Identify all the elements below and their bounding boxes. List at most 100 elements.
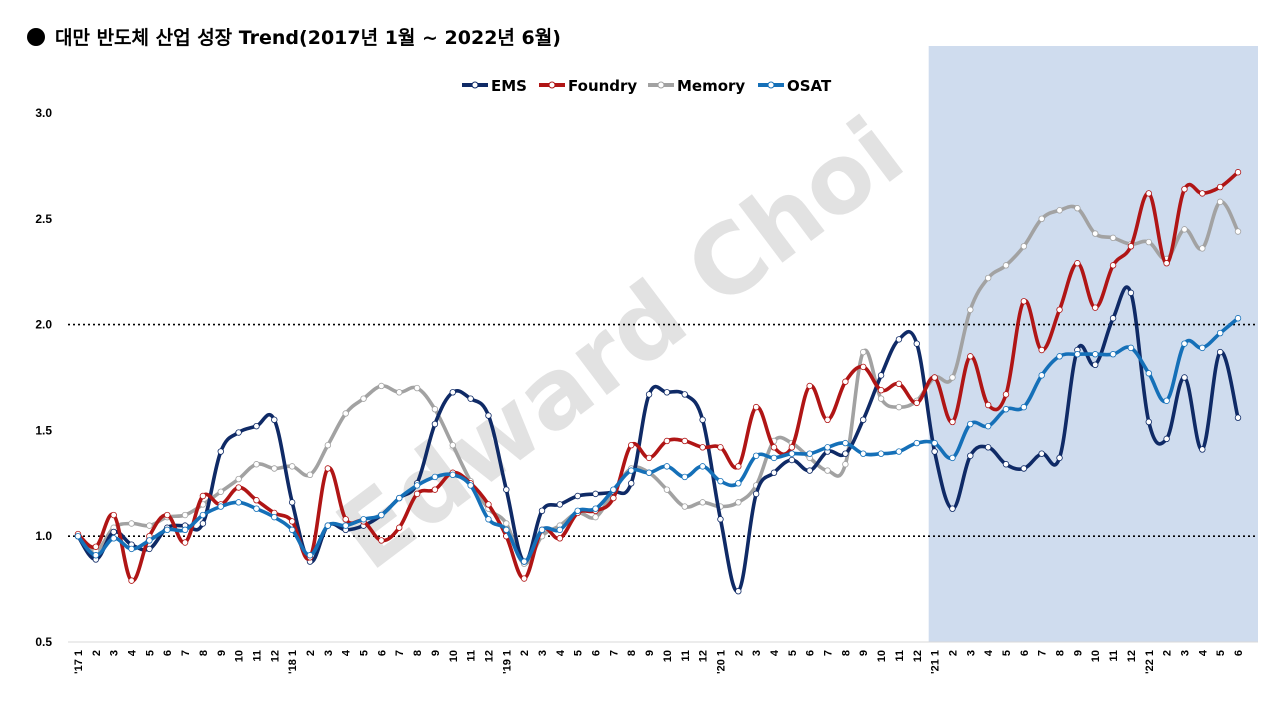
- x-tick-label: 11: [894, 650, 906, 662]
- data-point: [610, 494, 617, 502]
- data-point: [503, 486, 510, 493]
- data-point: [128, 520, 135, 527]
- x-tick-label: 7: [823, 650, 835, 656]
- data-point: [271, 513, 278, 521]
- data-point: [181, 526, 189, 534]
- x-tick-label: 3: [751, 650, 763, 656]
- data-point: [806, 467, 813, 474]
- data-point: [1216, 348, 1224, 356]
- data-point: [1199, 245, 1206, 252]
- data-point: [110, 535, 117, 542]
- x-tick-label: 2: [733, 650, 745, 656]
- series-layer: [74, 169, 1242, 595]
- data-point: [628, 442, 635, 449]
- series-line-ems: [76, 285, 1240, 594]
- data-point: [860, 363, 867, 371]
- x-tick-label: 10: [662, 650, 674, 662]
- data-point: [1234, 228, 1242, 235]
- data-point: [645, 454, 653, 462]
- data-point: [1092, 351, 1099, 358]
- data-point: [1109, 234, 1117, 242]
- data-point: [538, 526, 546, 534]
- data-point: [253, 505, 260, 512]
- axes: 3.02.52.01.51.00.5'17 1 2 3 4 5 6 7 8 9 10 11 12'18…: [35, 106, 1258, 674]
- data-point: [413, 482, 421, 489]
- legend-label-osat: OSAT: [787, 77, 832, 95]
- data-point: [895, 403, 903, 411]
- y-tick-label: 3.0: [35, 106, 52, 120]
- data-point: [431, 473, 439, 481]
- data-point: [1145, 190, 1152, 197]
- x-tick-label: 8: [840, 650, 852, 656]
- data-point: [860, 450, 867, 457]
- x-tick-label: 8: [626, 650, 638, 656]
- data-point: [1199, 190, 1206, 197]
- data-point: [1234, 315, 1242, 322]
- data-point: [467, 395, 474, 402]
- data-point: [967, 420, 974, 428]
- data-point: [1109, 262, 1117, 269]
- data-point: [1216, 198, 1224, 206]
- data-point: [735, 588, 742, 595]
- x-tick-label: 6: [162, 650, 174, 656]
- data-point: [1199, 344, 1206, 352]
- x-tick-label: 5: [144, 650, 156, 656]
- data-point: [556, 535, 564, 542]
- x-tick-label: 12: [269, 650, 281, 662]
- data-point: [967, 353, 974, 360]
- data-point: [110, 511, 117, 519]
- data-point: [288, 518, 296, 525]
- data-point: [913, 340, 920, 347]
- data-point: [520, 575, 528, 582]
- data-point: [503, 520, 510, 527]
- x-tick-label: 4: [555, 649, 567, 656]
- x-tick-label: 12: [912, 650, 924, 662]
- data-point: [396, 524, 403, 531]
- data-point: [199, 520, 207, 527]
- legend-marker: [548, 81, 556, 89]
- data-point: [413, 490, 421, 498]
- data-point: [396, 389, 403, 396]
- data-point: [1163, 260, 1170, 267]
- data-point: [503, 526, 510, 534]
- data-point: [378, 511, 385, 519]
- data-point: [449, 471, 456, 479]
- data-point: [324, 442, 332, 449]
- data-point: [217, 448, 224, 455]
- y-tick-label: 2.5: [35, 212, 52, 226]
- legend-label-foundry: Foundry: [568, 77, 637, 95]
- y-tick-label: 1.5: [35, 423, 52, 437]
- data-point: [770, 444, 778, 451]
- data-point: [1056, 353, 1063, 360]
- data-point: [1216, 183, 1224, 191]
- data-point: [288, 499, 296, 506]
- data-point: [860, 348, 867, 356]
- data-point: [574, 492, 581, 500]
- data-point: [342, 522, 349, 529]
- data-point: [467, 482, 474, 489]
- data-point: [913, 399, 920, 407]
- data-point: [1002, 461, 1010, 468]
- data-point: [324, 465, 332, 472]
- data-point: [699, 444, 706, 451]
- data-point: [574, 507, 581, 515]
- data-point: [1020, 465, 1028, 472]
- data-point: [1020, 298, 1028, 305]
- data-point: [342, 516, 349, 523]
- data-point: [717, 477, 724, 485]
- series-osat: [74, 315, 1242, 565]
- legend-label-ems: EMS: [491, 77, 527, 95]
- x-tick-label: 10: [1090, 650, 1102, 662]
- data-point: [735, 499, 742, 506]
- data-point: [717, 516, 724, 523]
- data-point: [271, 416, 278, 424]
- x-tick-label: 9: [1072, 650, 1084, 656]
- data-point: [663, 486, 671, 493]
- watermark-text: Edward Choi: [317, 96, 923, 592]
- data-point: [449, 442, 456, 449]
- x-tick-label: 3: [965, 650, 977, 656]
- data-point: [931, 448, 938, 455]
- data-point: [984, 274, 992, 282]
- data-point: [592, 505, 599, 512]
- data-point: [128, 545, 135, 553]
